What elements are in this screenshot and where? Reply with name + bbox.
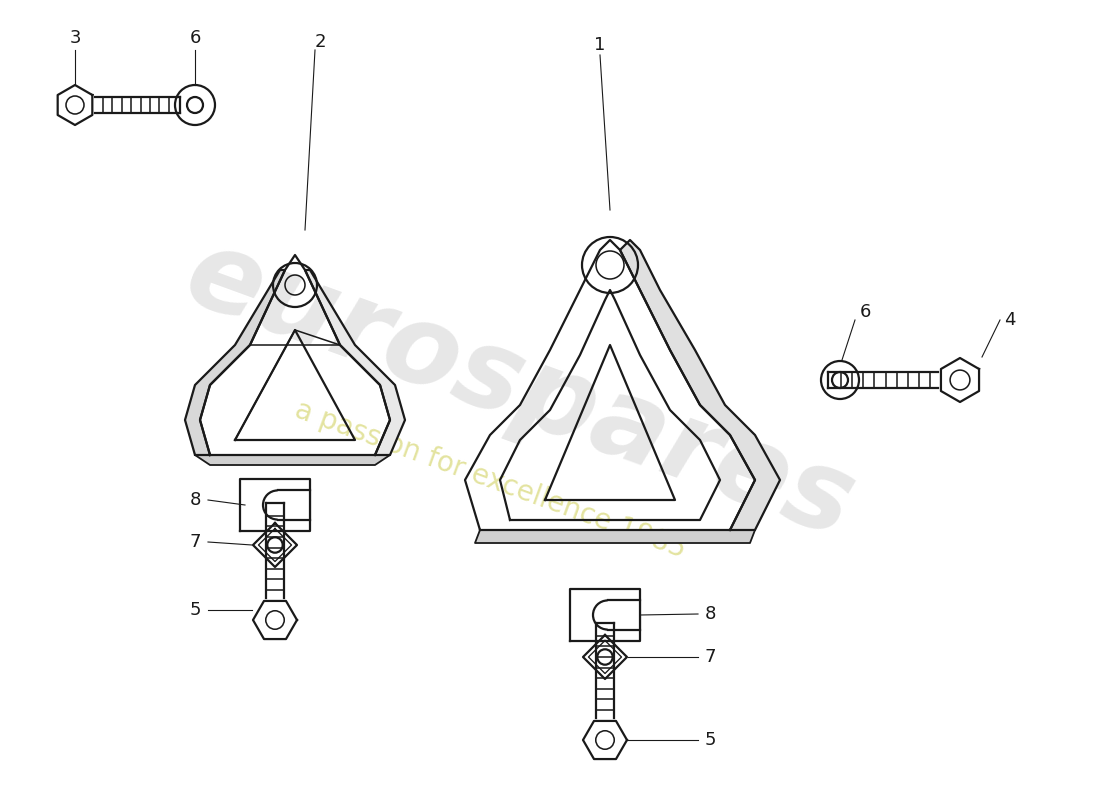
Text: 8: 8 bbox=[704, 605, 716, 623]
Polygon shape bbox=[305, 270, 405, 455]
Text: 8: 8 bbox=[189, 491, 200, 509]
Text: 2: 2 bbox=[315, 33, 326, 51]
Text: 7: 7 bbox=[189, 533, 200, 551]
Polygon shape bbox=[620, 240, 780, 530]
Text: a passion for excellence 1985: a passion for excellence 1985 bbox=[290, 396, 690, 564]
Polygon shape bbox=[195, 455, 390, 465]
Text: 6: 6 bbox=[189, 29, 200, 47]
Text: 7: 7 bbox=[704, 648, 716, 666]
Text: eurospares: eurospares bbox=[172, 219, 868, 561]
Text: 6: 6 bbox=[859, 303, 871, 321]
Text: 5: 5 bbox=[704, 731, 716, 749]
Text: 4: 4 bbox=[1004, 311, 1015, 329]
Text: 3: 3 bbox=[69, 29, 80, 47]
Text: 5: 5 bbox=[189, 601, 200, 619]
Text: 1: 1 bbox=[594, 36, 606, 54]
Polygon shape bbox=[475, 530, 755, 543]
Polygon shape bbox=[185, 270, 285, 455]
